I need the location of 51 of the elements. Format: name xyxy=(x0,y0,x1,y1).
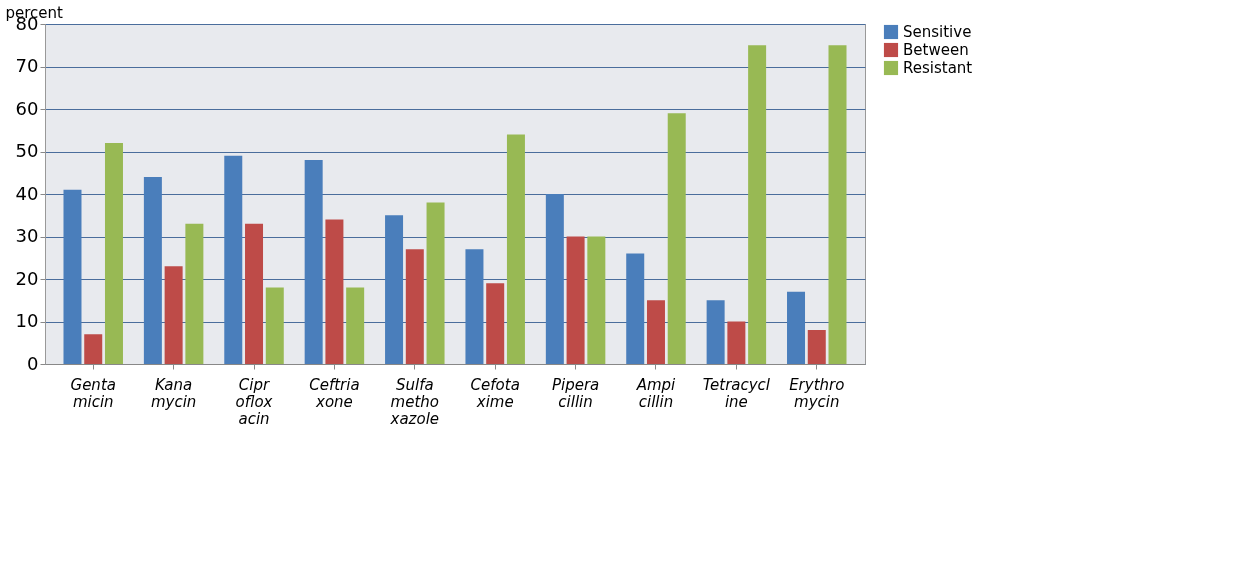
bar xyxy=(304,160,323,364)
bar xyxy=(325,219,344,364)
bar xyxy=(545,194,564,364)
x-tick-label: Pipera cillin xyxy=(551,375,600,411)
bar xyxy=(646,300,665,364)
bar xyxy=(486,283,505,364)
bar xyxy=(245,223,264,364)
bar xyxy=(566,236,585,364)
y-tick-label: 70 xyxy=(15,55,39,76)
bar xyxy=(143,177,162,364)
bar xyxy=(265,287,284,364)
bar xyxy=(587,236,606,364)
bar xyxy=(185,223,204,364)
bar xyxy=(727,321,746,364)
y-tick-label: 10 xyxy=(15,310,39,331)
y-tick-label: 0 xyxy=(27,352,39,374)
bar xyxy=(787,291,806,364)
bar xyxy=(164,266,183,364)
x-tick-label: Ceftria xone xyxy=(309,375,360,411)
bar xyxy=(224,155,243,364)
bar xyxy=(405,249,424,364)
x-tick-label: Cefota xime xyxy=(470,375,520,411)
bar xyxy=(748,45,767,364)
y-tick-label: 60 xyxy=(15,97,39,119)
x-tick-label: Erythro mycin xyxy=(789,375,845,411)
bar xyxy=(706,300,725,364)
legend-label: Sensitive xyxy=(903,23,972,41)
y-tick-label: 20 xyxy=(15,267,39,289)
bar xyxy=(104,143,123,364)
y-tick-label: 40 xyxy=(15,182,39,204)
bar xyxy=(626,253,645,364)
x-tick-label: Ampi cillin xyxy=(635,375,677,411)
x-tick-label: Kana mycin xyxy=(150,375,197,411)
x-tick-label: Sulfa metho xazole xyxy=(389,375,440,428)
bar xyxy=(667,113,686,364)
x-tick-label: Tetracycl ine xyxy=(702,375,771,411)
bar xyxy=(385,215,404,364)
x-tick-label: Genta micin xyxy=(70,375,116,411)
bar xyxy=(828,45,847,364)
bar xyxy=(63,189,82,364)
bar xyxy=(346,287,365,364)
x-tick-label: Cipr oflox acin xyxy=(235,375,273,428)
bar xyxy=(807,330,826,364)
bar xyxy=(84,334,103,364)
bar xyxy=(426,202,445,364)
y-tick-label: 50 xyxy=(15,140,39,161)
legend-label: Between xyxy=(903,41,969,59)
legend-label: Resistant xyxy=(903,59,973,77)
bar xyxy=(506,134,525,364)
y-tick-label: 30 xyxy=(15,225,39,246)
bar xyxy=(465,249,484,364)
